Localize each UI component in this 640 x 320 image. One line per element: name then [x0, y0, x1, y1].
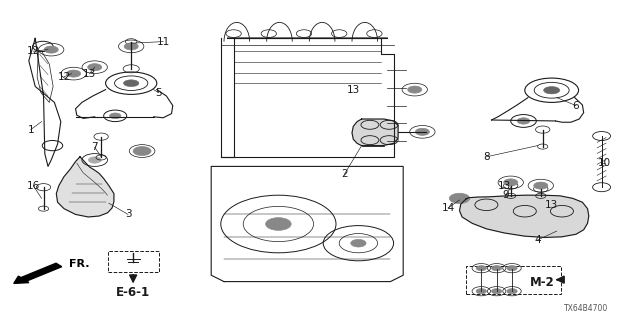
- Text: E-6-1: E-6-1: [116, 286, 150, 299]
- Text: 3: 3: [125, 209, 131, 220]
- Text: 16: 16: [27, 180, 40, 191]
- Text: 13: 13: [83, 68, 96, 79]
- Circle shape: [415, 128, 429, 135]
- Ellipse shape: [124, 80, 139, 87]
- Text: 9: 9: [502, 190, 509, 200]
- Text: 11: 11: [157, 36, 170, 47]
- Text: 4: 4: [534, 235, 541, 245]
- Bar: [466, 266, 561, 294]
- Text: 13: 13: [498, 180, 511, 191]
- Circle shape: [67, 70, 81, 77]
- Text: 1: 1: [28, 124, 34, 135]
- Circle shape: [266, 218, 291, 230]
- Text: 7: 7: [92, 142, 98, 152]
- Polygon shape: [352, 119, 398, 146]
- Text: M-2: M-2: [530, 276, 555, 289]
- Text: 6: 6: [573, 100, 579, 111]
- Circle shape: [124, 43, 138, 50]
- Circle shape: [507, 289, 517, 294]
- Circle shape: [504, 179, 518, 186]
- FancyArrow shape: [14, 263, 61, 284]
- Polygon shape: [460, 195, 589, 237]
- Circle shape: [517, 118, 530, 124]
- Circle shape: [351, 239, 366, 247]
- Circle shape: [44, 46, 58, 53]
- Circle shape: [476, 266, 486, 271]
- Ellipse shape: [543, 87, 560, 94]
- Text: TX64B4700: TX64B4700: [563, 304, 608, 313]
- Circle shape: [88, 157, 101, 163]
- Circle shape: [534, 182, 548, 189]
- Circle shape: [109, 113, 121, 119]
- Text: 14: 14: [442, 203, 454, 213]
- Circle shape: [408, 86, 422, 93]
- Text: FR.: FR.: [69, 259, 90, 269]
- Text: 5: 5: [156, 88, 162, 98]
- Text: 12: 12: [27, 46, 40, 56]
- Circle shape: [492, 266, 502, 271]
- Text: 12: 12: [58, 72, 70, 82]
- Polygon shape: [56, 157, 114, 217]
- Circle shape: [476, 289, 486, 294]
- Text: 13: 13: [347, 84, 360, 95]
- Circle shape: [507, 266, 517, 271]
- Circle shape: [492, 289, 502, 294]
- Circle shape: [88, 64, 102, 71]
- Text: 2: 2: [341, 169, 348, 180]
- Bar: [108, 251, 159, 272]
- Circle shape: [133, 147, 151, 156]
- Text: 10: 10: [598, 158, 611, 168]
- Text: 8: 8: [483, 152, 490, 162]
- Text: 13: 13: [545, 200, 558, 210]
- Circle shape: [449, 193, 470, 204]
